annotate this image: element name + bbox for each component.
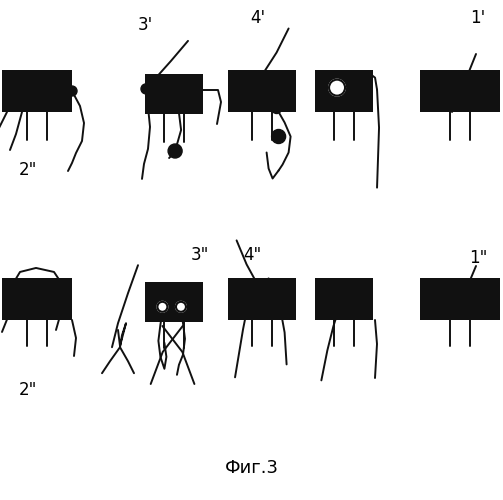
Bar	[315, 278, 373, 320]
Circle shape	[242, 300, 252, 310]
Text: 3": 3"	[191, 246, 209, 264]
Bar	[228, 70, 296, 112]
Circle shape	[67, 86, 77, 96]
Text: 4": 4"	[243, 246, 261, 264]
Circle shape	[276, 300, 286, 310]
Text: 4': 4'	[250, 9, 266, 27]
Bar	[420, 70, 500, 112]
Text: Фиг.3: Фиг.3	[225, 459, 279, 477]
Circle shape	[254, 76, 264, 86]
Text: 1': 1'	[470, 9, 485, 27]
Circle shape	[141, 84, 151, 94]
Circle shape	[176, 302, 186, 312]
Text: 1": 1"	[469, 249, 487, 267]
Text: 3': 3'	[137, 16, 152, 34]
Circle shape	[253, 280, 265, 292]
Text: 2": 2"	[19, 381, 37, 399]
Circle shape	[272, 104, 282, 114]
Circle shape	[11, 289, 21, 299]
Bar	[145, 74, 203, 114]
Circle shape	[168, 144, 182, 158]
Text: 2": 2"	[19, 161, 37, 179]
Bar	[145, 282, 203, 322]
Bar	[228, 278, 296, 320]
Circle shape	[334, 298, 345, 308]
Bar	[2, 70, 72, 112]
Circle shape	[157, 302, 167, 312]
Circle shape	[272, 130, 286, 143]
Circle shape	[329, 80, 345, 96]
Circle shape	[166, 81, 176, 91]
Bar	[2, 278, 72, 320]
Bar	[315, 70, 373, 112]
Bar	[420, 278, 500, 320]
